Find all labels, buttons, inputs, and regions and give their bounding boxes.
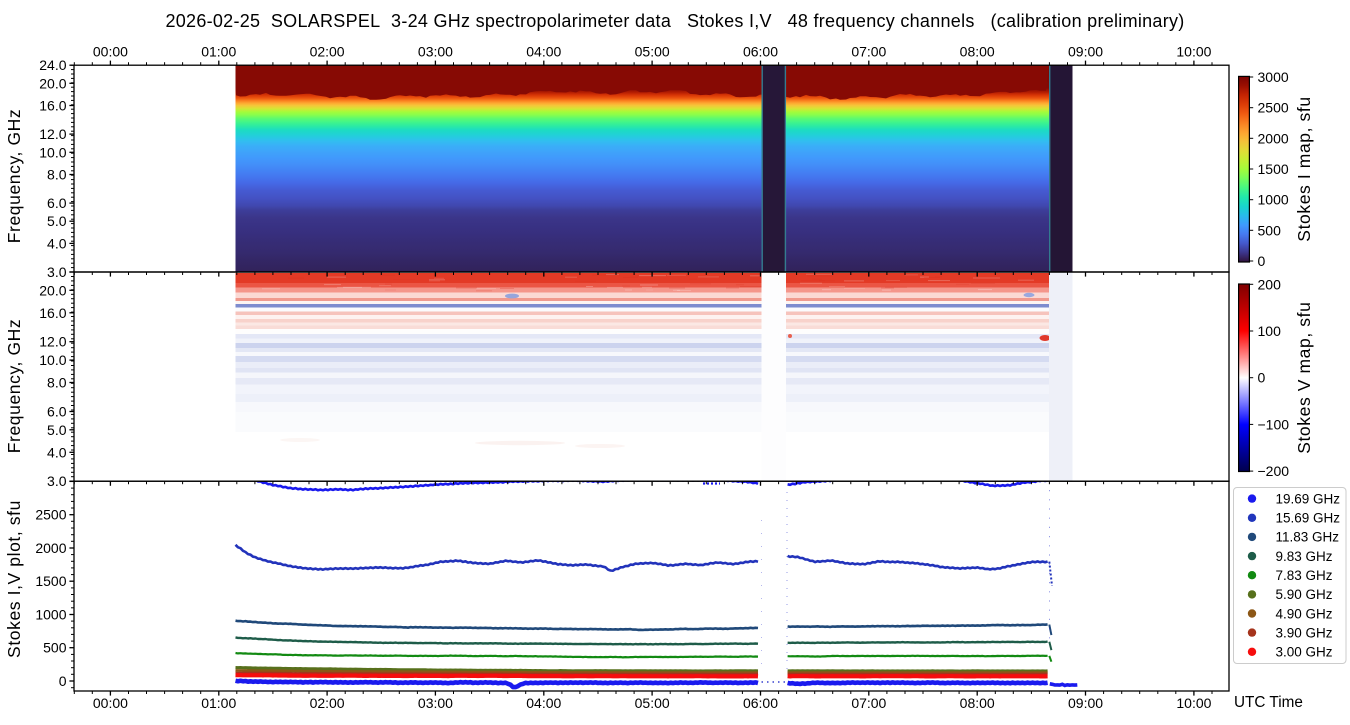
svg-text:07:00: 07:00: [851, 44, 886, 60]
svg-text:100: 100: [1258, 323, 1282, 339]
svg-text:Frequency, GHz: Frequency, GHz: [4, 109, 24, 244]
svg-text:0: 0: [1258, 253, 1266, 269]
svg-text:09:00: 09:00: [1068, 44, 1103, 60]
svg-text:−200: −200: [1258, 463, 1290, 479]
svg-text:1500: 1500: [35, 573, 66, 589]
svg-text:02:00: 02:00: [310, 695, 345, 711]
svg-text:UTC Time: UTC Time: [1234, 694, 1303, 711]
svg-text:01:00: 01:00: [201, 44, 236, 60]
svg-text:01:00: 01:00: [201, 695, 236, 711]
svg-text:03:00: 03:00: [418, 695, 453, 711]
svg-text:06:00: 06:00: [743, 695, 778, 711]
svg-text:Stokes I map, sfu: Stokes I map, sfu: [1294, 96, 1314, 241]
svg-text:Frequency, GHz: Frequency, GHz: [4, 319, 24, 454]
svg-text:3.00 GHz: 3.00 GHz: [1276, 645, 1333, 660]
svg-text:500: 500: [43, 640, 67, 656]
svg-text:4.0: 4.0: [47, 235, 67, 251]
svg-text:20.0: 20.0: [39, 75, 66, 91]
svg-text:8.0: 8.0: [47, 166, 67, 182]
svg-text:3.0: 3.0: [47, 264, 67, 280]
svg-text:04:00: 04:00: [526, 44, 561, 60]
svg-text:16.0: 16.0: [39, 98, 66, 114]
svg-text:8.0: 8.0: [47, 375, 67, 391]
svg-text:5.90 GHz: 5.90 GHz: [1276, 587, 1333, 602]
svg-text:3.90 GHz: 3.90 GHz: [1276, 625, 1333, 640]
svg-text:05:00: 05:00: [635, 44, 670, 60]
svg-text:10.0: 10.0: [39, 144, 66, 160]
svg-text:9.83 GHz: 9.83 GHz: [1276, 549, 1333, 564]
svg-text:5.0: 5.0: [47, 422, 67, 438]
svg-text:15.69 GHz: 15.69 GHz: [1276, 511, 1341, 526]
svg-text:Stokes I,V plot, sfu: Stokes I,V plot, sfu: [4, 500, 24, 658]
svg-text:10:00: 10:00: [1176, 695, 1211, 711]
svg-text:4.0: 4.0: [47, 444, 67, 460]
svg-text:−100: −100: [1258, 416, 1290, 432]
svg-text:200: 200: [1258, 276, 1282, 292]
svg-text:2500: 2500: [1258, 100, 1289, 116]
svg-text:3000: 3000: [1258, 69, 1289, 85]
svg-text:1000: 1000: [1258, 192, 1289, 208]
svg-text:12.0: 12.0: [39, 334, 66, 350]
svg-text:2500: 2500: [35, 507, 66, 523]
svg-text:03:00: 03:00: [418, 44, 453, 60]
svg-text:04:00: 04:00: [526, 695, 561, 711]
svg-text:6.0: 6.0: [47, 195, 67, 211]
svg-text:05:00: 05:00: [635, 695, 670, 711]
svg-text:1000: 1000: [35, 606, 66, 622]
svg-text:24.0: 24.0: [39, 57, 66, 73]
svg-text:20.0: 20.0: [39, 282, 66, 298]
svg-text:2000: 2000: [1258, 130, 1289, 146]
svg-text:3.0: 3.0: [47, 473, 67, 489]
svg-text:10:00: 10:00: [1176, 44, 1211, 60]
svg-text:19.69 GHz: 19.69 GHz: [1276, 491, 1341, 506]
svg-text:5.0: 5.0: [47, 213, 67, 229]
svg-text:00:00: 00:00: [93, 44, 128, 60]
svg-text:09:00: 09:00: [1068, 695, 1103, 711]
svg-text:10.0: 10.0: [39, 352, 66, 368]
svg-text:06:00: 06:00: [743, 44, 778, 60]
svg-text:2000: 2000: [35, 540, 66, 556]
svg-text:2026-02-25 SOLARSPEL 3-24 GH: 2026-02-25 SOLARSPEL 3-24 GHz spectropol…: [165, 11, 1184, 31]
svg-text:4.90 GHz: 4.90 GHz: [1276, 606, 1333, 621]
svg-text:Stokes V map, sfu: Stokes V map, sfu: [1294, 302, 1314, 454]
svg-text:08:00: 08:00: [960, 695, 995, 711]
svg-text:1500: 1500: [1258, 161, 1289, 177]
svg-text:500: 500: [1258, 222, 1282, 238]
svg-text:02:00: 02:00: [310, 44, 345, 60]
svg-text:0: 0: [1258, 370, 1266, 386]
svg-text:12.0: 12.0: [39, 126, 66, 142]
svg-text:0: 0: [59, 673, 67, 689]
svg-text:7.83 GHz: 7.83 GHz: [1276, 568, 1333, 583]
svg-text:6.0: 6.0: [47, 403, 67, 419]
svg-text:11.83 GHz: 11.83 GHz: [1276, 530, 1340, 545]
svg-text:08:00: 08:00: [960, 44, 995, 60]
svg-text:00:00: 00:00: [93, 695, 128, 711]
svg-text:07:00: 07:00: [851, 695, 886, 711]
svg-text:16.0: 16.0: [39, 305, 66, 321]
